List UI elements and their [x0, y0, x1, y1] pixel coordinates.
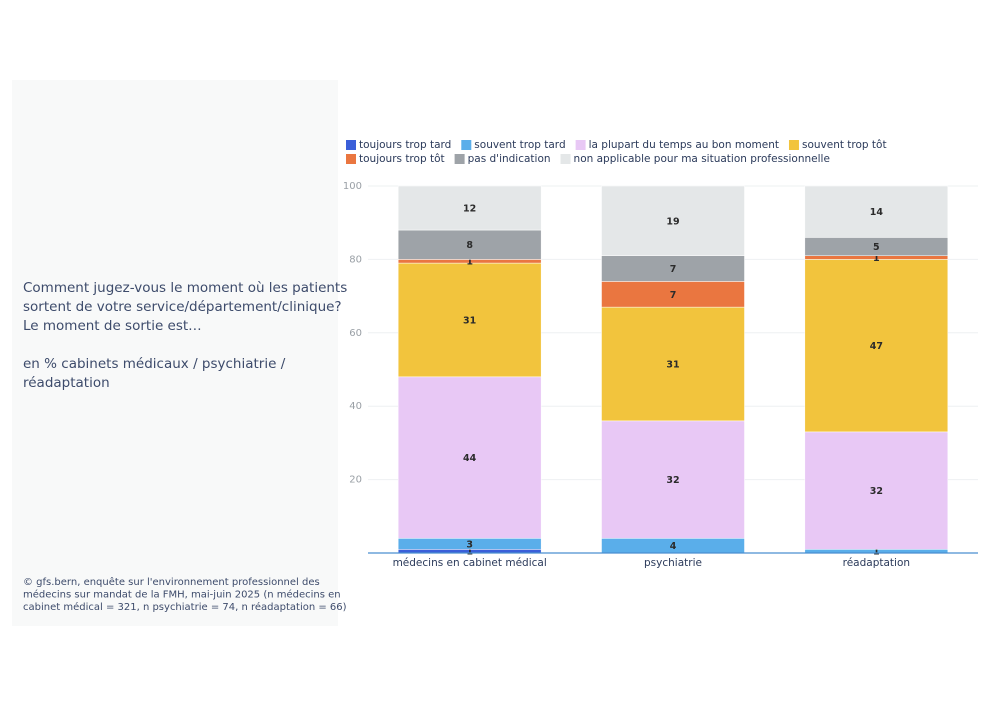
subtitle: réadaptation: [23, 375, 110, 391]
bar-segment: [397, 262, 542, 378]
value-label: 7: [670, 290, 677, 301]
value-label: 47: [870, 341, 883, 352]
y-tick-label: 80: [349, 254, 362, 265]
legend-label: la plupart du temps au bon moment: [589, 139, 779, 151]
legend-item: souvent trop tôt: [788, 139, 887, 151]
source: médecins sur mandat de la FMH, mai-juin …: [23, 589, 341, 601]
y-tick-label: 100: [343, 181, 362, 192]
bar-segment: [601, 281, 745, 308]
legend-item: pas d'indication: [454, 153, 551, 165]
question: sortent de votre service/département/cli…: [23, 299, 342, 315]
value-label: 5: [873, 242, 880, 253]
value-label: 7: [670, 264, 677, 275]
value-label: 1: [873, 253, 880, 264]
x-tick-label: médecins en cabinet médical: [393, 557, 547, 569]
bar-segment: [601, 306, 745, 422]
bar-segment: [601, 185, 745, 256]
legend-item: la plupart du temps au bon moment: [575, 139, 779, 151]
legend-label: souvent trop tôt: [802, 139, 887, 151]
value-label: 32: [870, 486, 883, 497]
value-label: 1: [873, 547, 880, 558]
y-tick-label: 40: [349, 401, 362, 412]
legend-item: souvent trop tard: [461, 139, 566, 151]
value-label: 8: [466, 240, 473, 251]
legend-swatch: [454, 154, 465, 164]
legend-swatch: [461, 140, 472, 150]
legend-item: toujours trop tard: [346, 139, 451, 151]
value-label: 31: [463, 315, 476, 326]
legend-label: souvent trop tard: [474, 139, 565, 151]
legend-swatch: [560, 154, 571, 164]
value-label: 4: [670, 541, 677, 552]
legend-swatch: [575, 140, 586, 150]
legend-label: toujours trop tôt: [359, 153, 445, 165]
bar-segment: [397, 185, 542, 231]
value-label: 32: [666, 475, 679, 486]
y-tick-label: 60: [349, 328, 362, 339]
bar-segment: [601, 420, 745, 539]
question: Le moment de sortie est…: [23, 318, 202, 334]
bar-segment: [804, 185, 949, 238]
value-label: 31: [666, 359, 679, 370]
value-label: 44: [463, 453, 477, 464]
x-tick-label: psychiatrie: [644, 557, 702, 569]
subtitle: en % cabinets médicaux / psychiatrie /: [23, 356, 286, 372]
bar-segment: [397, 376, 542, 539]
value-label: 14: [870, 207, 884, 218]
legend-label: toujours trop tard: [359, 139, 451, 151]
source: cabinet médical = 321, n psychiatrie = 7…: [23, 601, 347, 613]
legend-swatch: [346, 154, 356, 164]
y-tick-label: 20: [349, 475, 362, 486]
side-panel: [12, 80, 338, 626]
legend: toujours trop tard souvent trop tard la pl…: [346, 139, 887, 165]
value-label: 3: [466, 539, 473, 550]
value-label: 1: [466, 547, 473, 558]
legend-item: toujours trop tôt: [346, 153, 445, 165]
bar-segment: [804, 259, 949, 433]
value-label: 12: [463, 204, 476, 215]
legend-swatch: [346, 140, 356, 150]
side-text: Comment jugez-vous le moment où les pati…: [23, 280, 347, 613]
legend-label: pas d'indication: [468, 153, 551, 165]
legend-item: non applicable pour ma situation profess…: [560, 153, 830, 165]
x-tick-label: réadaptation: [843, 557, 910, 569]
question: Comment jugez-vous le moment où les pati…: [23, 280, 347, 296]
bar-segment: [804, 431, 949, 550]
source: © gfs.bern, enquête sur l'environnement …: [23, 576, 320, 588]
bar-segment: [601, 255, 745, 282]
value-label: 19: [666, 216, 679, 227]
legend-label: non applicable pour ma situation profess…: [574, 153, 830, 165]
legend-swatch: [788, 140, 799, 150]
value-label: 1: [466, 257, 473, 268]
